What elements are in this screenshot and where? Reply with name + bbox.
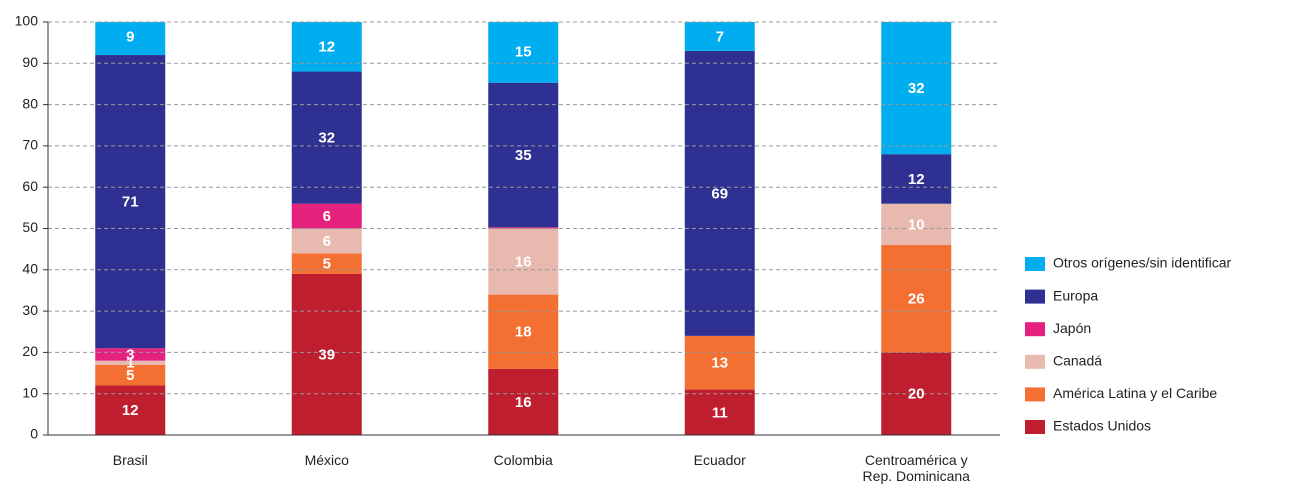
value-label: 32: [908, 80, 925, 97]
bar-segment: [488, 228, 559, 295]
legend-swatch: [1025, 354, 1045, 369]
legend-label: Estados Unidos: [1053, 418, 1151, 434]
legend-swatch: [1025, 387, 1045, 402]
value-label: 39: [318, 346, 335, 363]
bar-segment: [881, 154, 952, 204]
value-label: 6: [323, 208, 331, 225]
bar-segment: [291, 71, 362, 204]
y-tick-label: 90: [22, 54, 38, 70]
bar-segment: [291, 228, 362, 254]
bar-segment: [488, 82, 559, 228]
legend-label: Otros orígenes/sin identificar: [1053, 255, 1232, 271]
bar-segment: [95, 55, 166, 349]
y-tick-label: 50: [22, 219, 38, 235]
legend-swatch: [1025, 322, 1045, 337]
value-label: 16: [515, 394, 532, 411]
bar-segment: [881, 203, 952, 246]
bar-segment: [881, 245, 952, 353]
legend-label: América Latina y el Caribe: [1053, 385, 1217, 401]
y-tick-label: 30: [22, 302, 38, 318]
y-tick-label: 100: [15, 13, 39, 29]
bar-segment: [684, 22, 755, 51]
plot-area: [95, 22, 952, 435]
bar-segment: [291, 203, 362, 229]
bar-segment: [684, 389, 755, 435]
bar-segment: [95, 360, 166, 365]
value-label: 69: [711, 185, 728, 202]
y-tick-label: 40: [22, 261, 38, 277]
legend-label: Canadá: [1053, 353, 1102, 369]
value-label: 71: [122, 194, 139, 211]
bar-segment: [291, 253, 362, 274]
value-label: 12: [908, 171, 925, 188]
value-label: 10: [908, 216, 925, 233]
value-label: 11: [712, 404, 728, 421]
value-label: 9: [126, 28, 134, 45]
bar-segment: [95, 364, 166, 386]
legend-swatch: [1025, 257, 1045, 271]
value-label: 7: [716, 28, 724, 45]
x-tick-label: Ecuador: [694, 452, 746, 468]
value-label: 26: [908, 291, 925, 308]
value-label: 12: [122, 402, 139, 419]
legend-label: Japón: [1053, 320, 1091, 336]
bar-segment: [881, 22, 952, 155]
y-tick-label: 10: [22, 384, 38, 400]
x-tick-label: Colombia: [494, 452, 553, 468]
y-tick-label: 0: [30, 426, 38, 442]
value-label: 12: [318, 39, 335, 56]
bar-segment: [291, 273, 362, 435]
y-tick-label: 20: [22, 343, 38, 359]
value-label: 5: [126, 367, 134, 384]
value-label: 18: [515, 324, 532, 341]
value-label: 35: [515, 147, 532, 164]
value-label: 5: [323, 256, 331, 273]
y-tick-label: 80: [22, 95, 38, 111]
legend-label: Europa: [1053, 287, 1098, 303]
bar-segment: [684, 335, 755, 390]
bar-segment: [684, 50, 755, 336]
bar-segment: [488, 227, 559, 229]
value-label: 15: [515, 44, 532, 61]
value-label: 16: [515, 254, 532, 271]
y-tick-label: 60: [22, 178, 38, 194]
x-tick-label: Brasil: [113, 452, 148, 468]
legend-swatch: [1025, 289, 1045, 304]
x-tick-label: México: [305, 452, 350, 468]
bar-segment: [488, 368, 559, 435]
legend-swatch: [1025, 420, 1045, 434]
bar-segment: [488, 294, 559, 369]
value-label: 32: [318, 130, 335, 147]
y-tick-label: 70: [22, 137, 38, 153]
bar-segment: [95, 22, 166, 56]
value-label: 1: [126, 355, 134, 372]
value-label: 20: [908, 386, 925, 403]
value-label: 13: [711, 355, 728, 372]
value-label: 3: [126, 346, 134, 363]
bar-segment: [95, 348, 166, 361]
bar-segment: [488, 22, 559, 83]
value-label: 6: [323, 233, 331, 250]
x-tick-label: Centroamérica y Rep. Dominicana: [863, 452, 971, 484]
